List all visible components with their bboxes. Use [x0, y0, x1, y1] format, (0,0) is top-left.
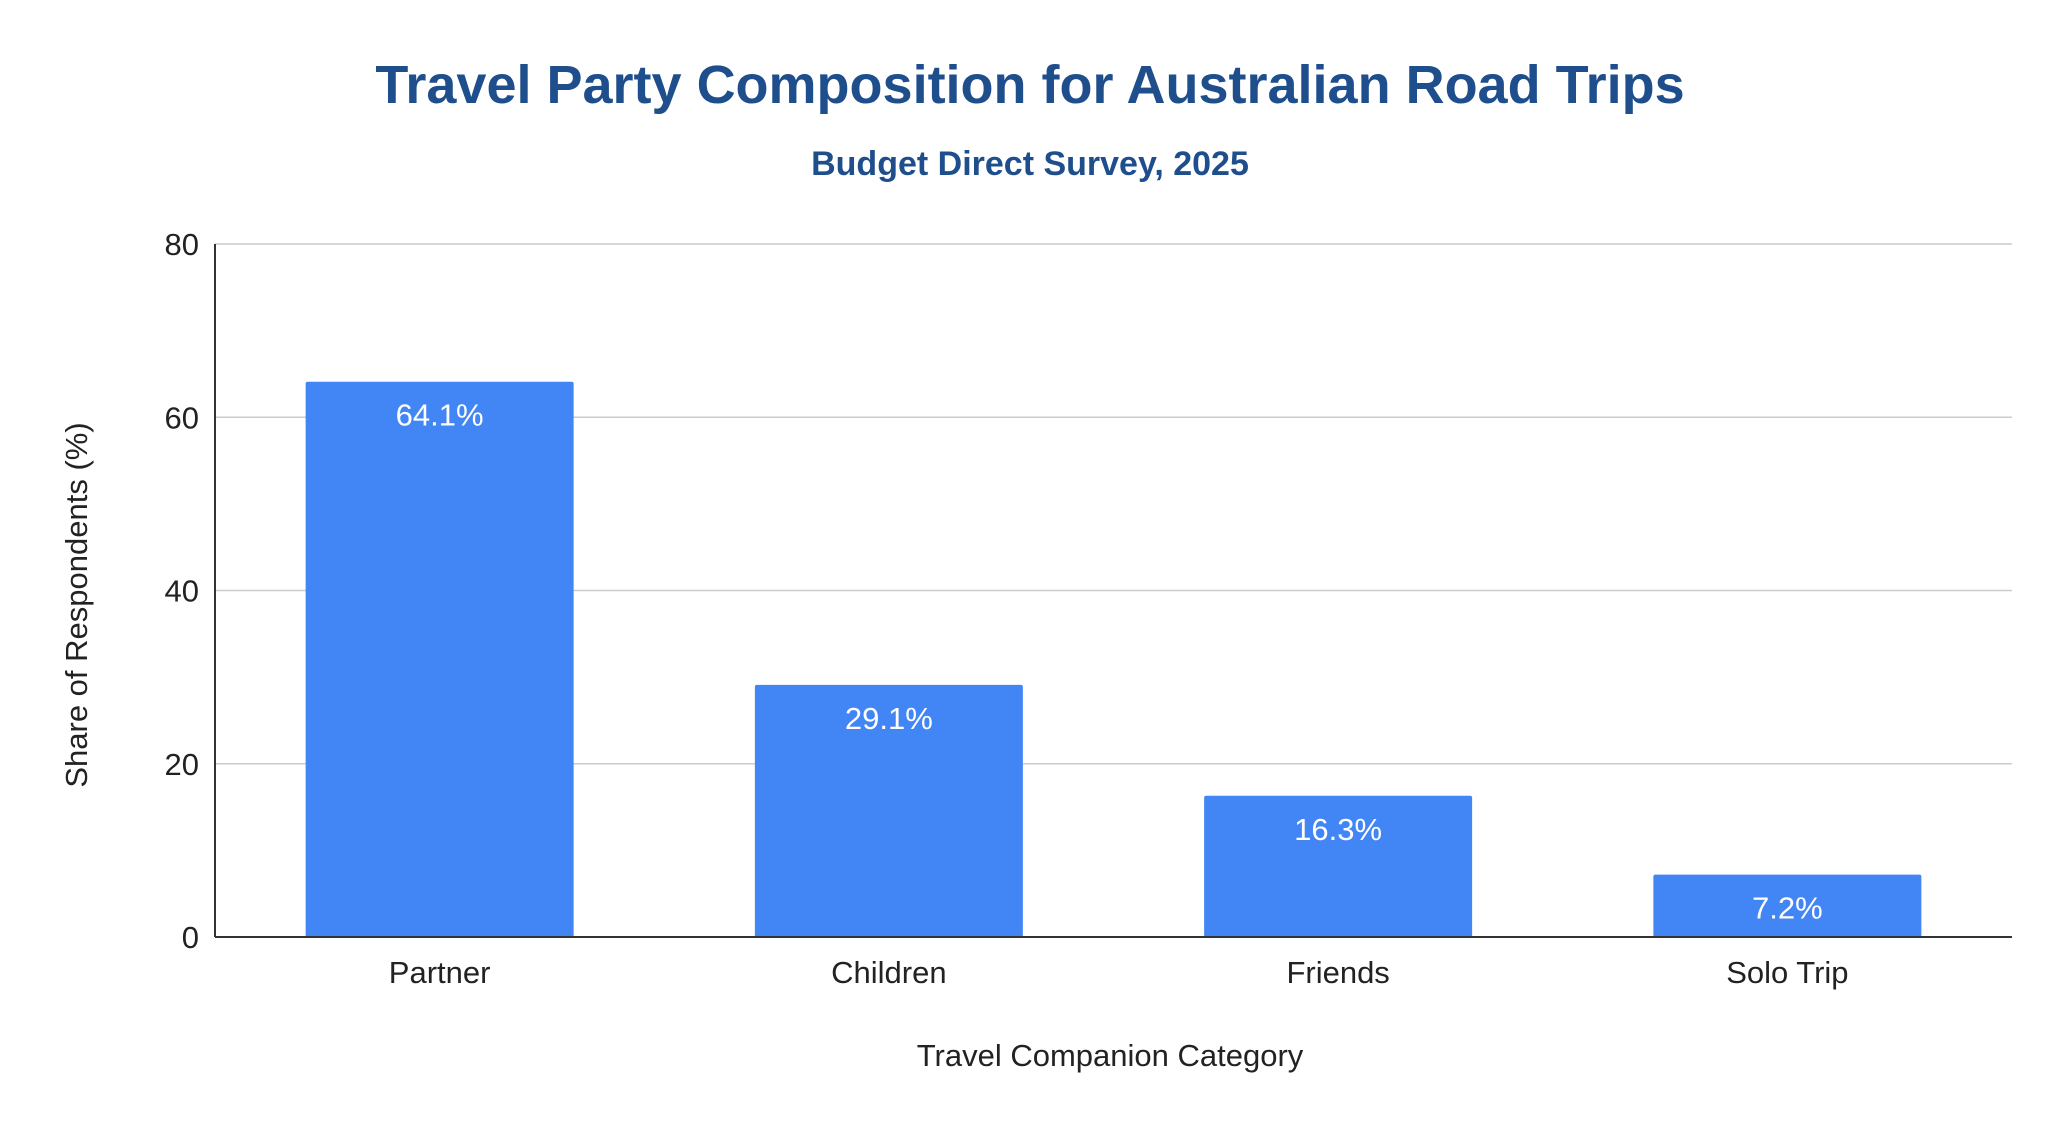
y-tick-labels: 0 20 40 60 80	[165, 227, 199, 955]
y-tick-label: 40	[165, 574, 199, 609]
chart-subtitle: Budget Direct Survey, 2025	[811, 145, 1249, 183]
bar-partner	[305, 381, 574, 937]
chart-title: Travel Party Composition for Australian …	[375, 55, 1684, 115]
data-label: 16.3%	[1294, 812, 1382, 847]
data-label: 29.1%	[845, 701, 933, 736]
y-axis-title: Share of Respondents (%)	[59, 422, 94, 787]
y-tick-label: 0	[182, 920, 199, 955]
x-tick-label: Friends	[1286, 955, 1389, 990]
x-tick-label: Solo Trip	[1726, 955, 1848, 990]
x-tick-label: Children	[831, 955, 946, 990]
x-tick-label: Partner	[389, 955, 491, 990]
y-tick-label: 20	[165, 747, 199, 782]
data-labels: 64.1% 29.1% 16.3% 7.2%	[396, 398, 1823, 926]
bar-friends	[1204, 795, 1473, 937]
bars	[305, 381, 1922, 937]
bar-children	[754, 684, 1023, 937]
data-label: 7.2%	[1752, 891, 1823, 926]
x-axis-title: Travel Companion Category	[917, 1038, 1304, 1073]
y-tick-label: 80	[165, 227, 199, 262]
bar-solo-trip	[1653, 874, 1922, 937]
axes	[214, 244, 2012, 938]
data-label: 64.1%	[396, 398, 484, 433]
x-category-labels: Partner Children Friends Solo Trip	[389, 955, 1849, 990]
y-tick-label: 60	[165, 400, 199, 435]
